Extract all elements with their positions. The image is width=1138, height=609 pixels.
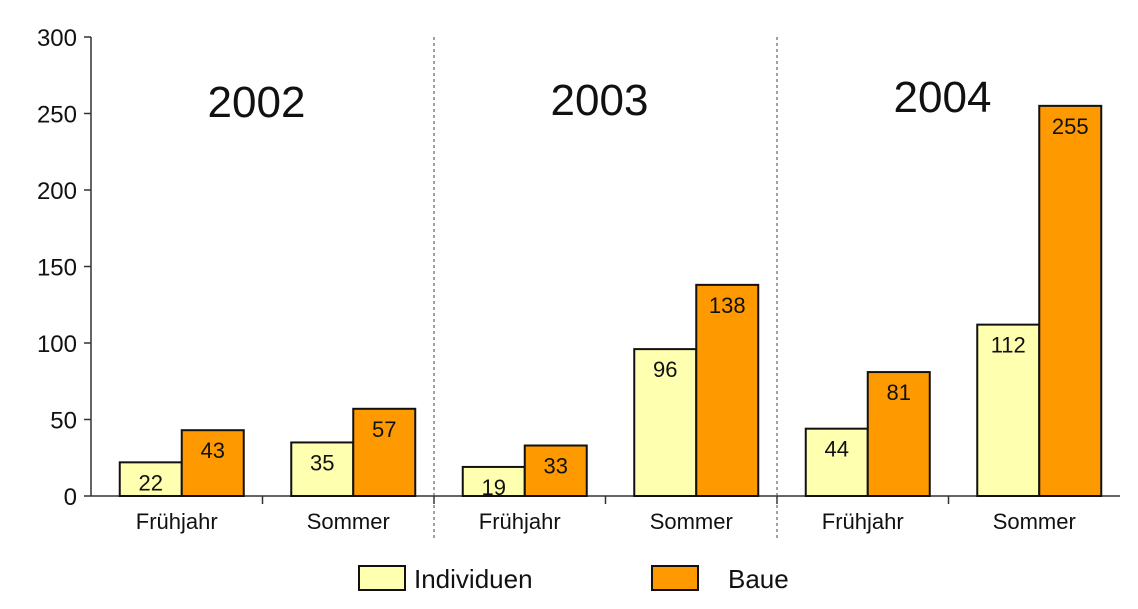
bars [118, 104, 1103, 498]
data-label: 33 [544, 454, 568, 479]
y-tick-label: 50 [50, 408, 77, 435]
data-label: 96 [653, 357, 677, 382]
bar-individuen [633, 348, 698, 497]
bar-baue [180, 429, 245, 497]
bar-individuen [290, 441, 355, 498]
group-separators [433, 37, 778, 541]
data-label: 35 [310, 450, 334, 475]
bar-individuen [804, 427, 869, 497]
value-labels: 22 43 35 57 19 33 96 138 44 81 112 255 [139, 114, 1089, 500]
x-tick-label: Frühjahr [822, 509, 904, 534]
data-label: 81 [887, 380, 911, 405]
y-tick-label: 100 [37, 331, 77, 358]
legend: Individuen Baue [358, 564, 789, 594]
legend-label: Baue [728, 564, 789, 594]
y-tick-label: 150 [37, 255, 77, 282]
x-tick-label: Frühjahr [479, 509, 561, 534]
y-tick-label: 250 [37, 102, 77, 129]
bar-individuen [118, 461, 183, 497]
year-labels: 2002 2003 2004 [208, 73, 992, 127]
data-label: 138 [709, 293, 746, 318]
data-label: 44 [825, 437, 849, 462]
bar-baue [866, 371, 931, 498]
bar-individuen [976, 323, 1041, 498]
x-tick-label: Sommer [650, 509, 733, 534]
year-label: 2003 [551, 76, 649, 125]
data-label: 43 [201, 438, 225, 463]
category-labels: Frühjahr Sommer Frühjahr Sommer Frühjahr Somm… [136, 509, 1076, 534]
y-tick-label: 0 [64, 484, 77, 511]
legend-swatch [651, 565, 699, 591]
y-tick-label: 200 [37, 178, 77, 205]
data-label: 57 [372, 417, 396, 442]
data-label: 19 [482, 475, 506, 500]
x-tick-label: Sommer [993, 509, 1076, 534]
legend-swatch [358, 565, 406, 591]
y-tick-label: 300 [37, 25, 77, 52]
bar-baue [523, 444, 588, 498]
data-label: 255 [1052, 114, 1089, 139]
year-label: 2004 [894, 73, 992, 122]
bar-baue [695, 283, 760, 497]
year-label: 2002 [208, 78, 306, 127]
axes: 0 50 100 150 200 250 300 [37, 25, 1120, 511]
x-tick-label: Sommer [307, 509, 390, 534]
bar-baue [1038, 104, 1103, 497]
data-label: 112 [991, 333, 1026, 358]
x-tick-label: Frühjahr [136, 509, 218, 534]
legend-label: Individuen [414, 564, 533, 594]
data-label: 22 [139, 470, 163, 495]
bar-baue [352, 407, 417, 498]
